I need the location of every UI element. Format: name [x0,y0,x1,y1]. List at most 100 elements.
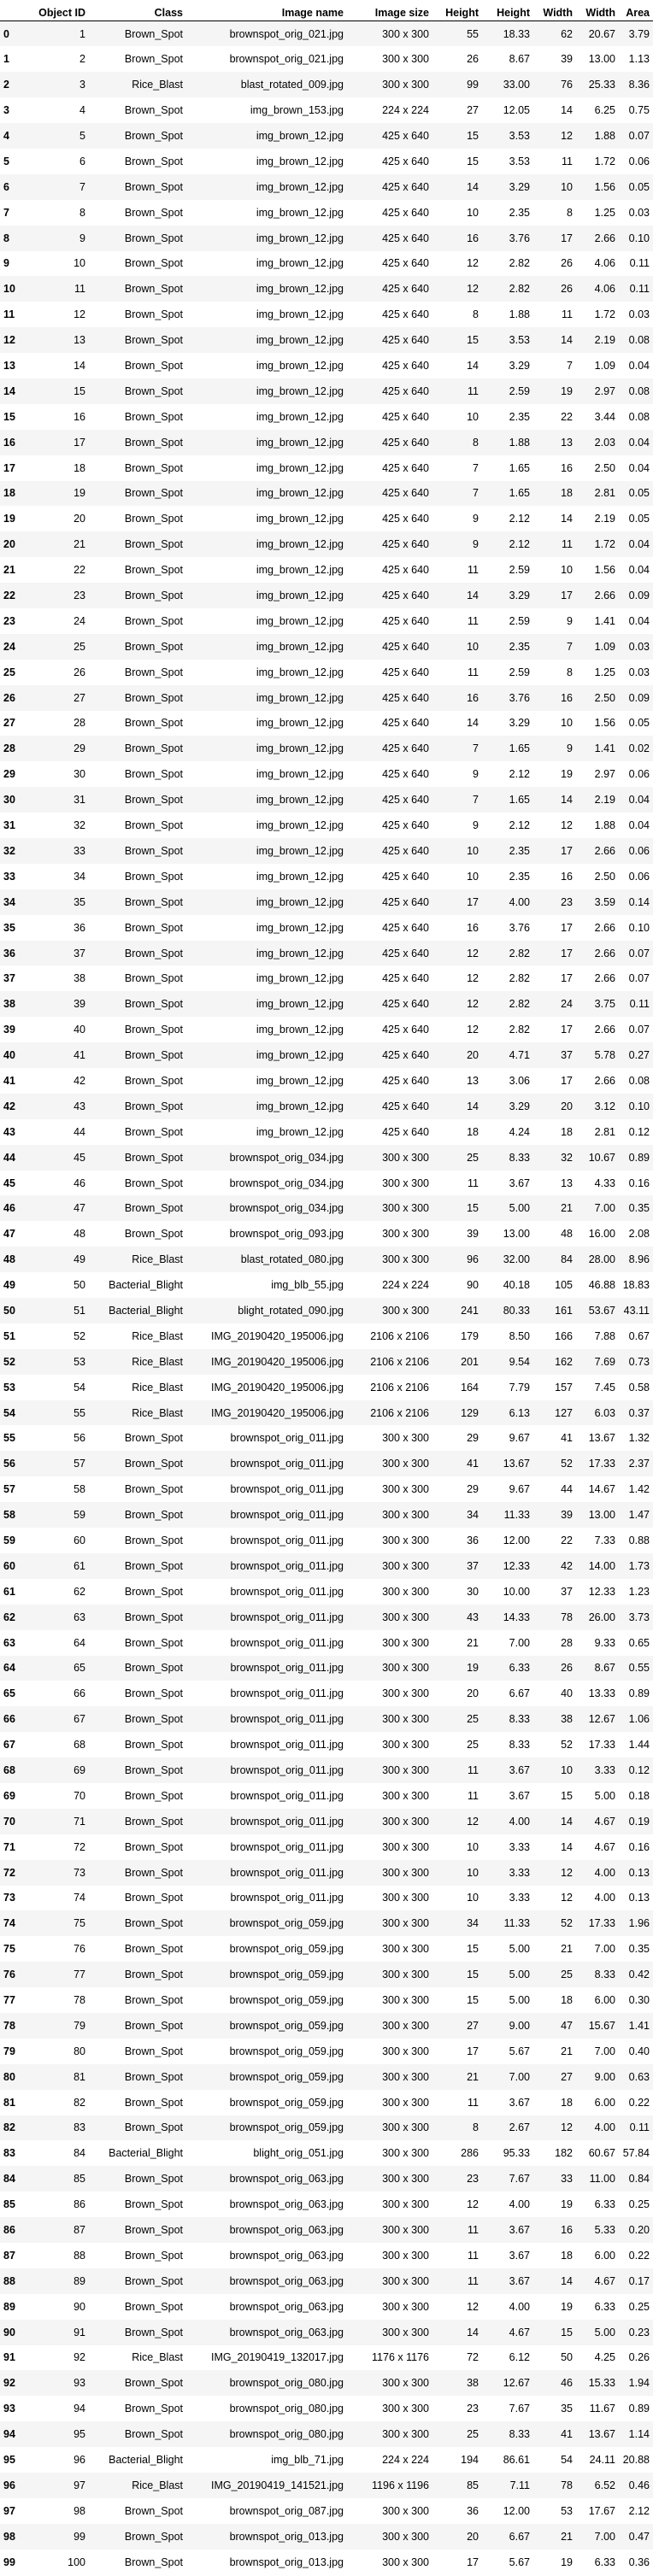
row-index: 16 [3,436,15,449]
image-name-cell: blight_rotated_090.jpg [238,1304,344,1317]
image-name-cell: img_brown_12.jpg [256,742,344,755]
class-cell: Brown_Spot [124,1892,183,1904]
image-name-cell: img_brown_12.jpg [256,257,344,270]
object-id-cell: 82 [74,2096,85,2109]
table-row: 93 94 Brown_Spot brownspot_orig_080.jpg 300 … [0,2396,653,2422]
height-pct-cell: 95.33 [503,2147,530,2160]
height-px-cell: 9 [473,819,479,832]
width-pct-cell: 28.00 [588,1253,615,1266]
height-px-cell: 29 [467,1483,479,1496]
table-row: 71 72 Brown_Spot brownspot_orig_011.jpg 300 … [0,1834,653,1860]
image-name-cell: brownspot_orig_059.jpg [229,1969,344,1981]
width-pct-cell: 6.52 [594,2479,615,2491]
height-pct-cell: 3.29 [509,1100,530,1112]
image-size-cell: 425 x 640 [382,640,429,653]
class-cell: Brown_Spot [124,1177,183,1189]
row-index: 33 [3,870,15,883]
height-pct-cell: 2.59 [509,384,530,397]
row-index: 93 [3,2403,15,2415]
row-index: 85 [3,2198,15,2211]
area-cell: 0.37 [628,1406,650,1419]
height-px-cell: 26 [467,53,479,66]
table-row: 1 2 Brown_Spot brownspot_orig_021.jpg 300 x … [0,46,653,73]
class-cell: Brown_Spot [124,691,183,704]
image-name-cell: img_brown_12.jpg [256,206,344,219]
width-pct-cell: 6.00 [594,1994,615,2007]
image-size-cell: 300 x 300 [382,1253,429,1266]
image-size-cell: 425 x 640 [382,794,429,807]
image-name-cell: img_brown_12.jpg [256,334,344,347]
width-pct-cell: 46.88 [588,1279,615,1292]
image-name-cell: brownspot_orig_063.jpg [229,2274,344,2287]
image-size-cell: 300 x 300 [382,1789,429,1802]
object-id-cell: 52 [74,1329,85,1342]
width-pct-cell: 11.00 [589,2173,615,2186]
width-pct-cell: 2.50 [594,870,615,883]
height-pct-cell: 13.67 [503,1458,530,1470]
area-cell: 0.17 [628,2274,650,2287]
width-pct-cell: 1.56 [594,564,615,577]
height-px-cell: 21 [467,1636,479,1649]
class-cell: Brown_Spot [124,819,183,832]
image-name-cell: brownspot_orig_063.jpg [229,2173,344,2186]
width-px-cell: 17 [561,1074,573,1087]
image-size-cell: 425 x 640 [382,614,429,627]
image-name-cell: brownspot_orig_011.jpg [230,1789,344,1802]
height-px-cell: 23 [467,2403,479,2415]
row-index: 12 [3,334,15,347]
table-row: 54 55 Rice_Blast IMG_20190420_195006.jpg 210… [0,1399,653,1426]
image-name-cell: brownspot_orig_011.jpg [230,1840,344,1853]
row-index: 80 [3,2070,15,2083]
area-cell: 0.07 [628,1024,650,1036]
area-cell: 0.05 [628,717,650,730]
width-px-cell: 21 [561,2530,573,2543]
width-pct-cell: 2.19 [594,513,615,525]
row-index: 94 [3,2428,15,2441]
object-id-cell: 1 [79,27,85,40]
area-cell: 0.10 [628,232,650,244]
width-pct-cell: 7.00 [594,1202,615,1215]
width-px-cell: 105 [555,1279,573,1292]
image-name-cell: img_brown_12.jpg [256,384,344,397]
height-px-cell: 20 [467,1687,479,1700]
width-px-cell: 12 [561,130,573,142]
width-px-cell: 24 [561,998,573,1011]
width-px-cell: 16 [561,461,573,474]
image-size-cell: 425 x 640 [382,921,429,934]
table-row: 2 3 Rice_Blast blast_rotated_009.jpg 300 x 3… [0,72,653,98]
height-pct-cell: 3.33 [509,1840,530,1853]
table-row: 82 83 Brown_Spot brownspot_orig_059.jpg 300 … [0,2115,653,2141]
row-index: 95 [3,2454,15,2467]
area-cell: 0.08 [628,334,650,347]
width-pct-cell: 13.67 [588,2428,615,2441]
height-pct-cell: 5.00 [509,1943,530,1956]
row-index: 7 [3,206,9,219]
width-px-cell: 21 [561,1202,573,1215]
width-pct-cell: 2.66 [594,1074,615,1087]
area-cell: 0.04 [628,461,650,474]
class-cell: Brown_Spot [124,1458,183,1470]
width-px-cell: 25 [561,1969,573,1981]
area-cell: 0.16 [628,1840,650,1853]
area-cell: 1.13 [628,53,650,66]
class-cell: Brown_Spot [124,921,183,934]
table-row: 3 4 Brown_Spot img_brown_153.jpg 224 x 224 27… [0,97,653,124]
table-row: 24 25 Brown_Spot img_brown_12.jpg 425 x 640 1… [0,633,653,660]
class-cell: Brown_Spot [124,538,183,551]
image-size-cell: 425 x 640 [382,436,429,449]
area-cell: 0.27 [628,1049,650,1062]
width-px-cell: 52 [561,1739,573,1752]
object-id-cell: 21 [74,538,85,551]
width-px-cell: 38 [561,1713,573,1726]
area-cell: 0.09 [628,691,650,704]
class-cell: Brown_Spot [124,1024,183,1036]
width-px-cell: 18 [561,2249,573,2262]
image-size-cell: 425 x 640 [382,155,429,167]
image-name-cell: img_brown_12.jpg [256,1125,344,1138]
class-cell: Brown_Spot [124,2070,183,2083]
image-name-cell: img_brown_12.jpg [256,1049,344,1062]
width-pct-cell: 1.72 [594,308,615,321]
height-pct-cell: 4.00 [509,2300,530,2313]
row-index: 2 [3,79,9,91]
image-size-cell: 300 x 300 [382,2555,429,2568]
